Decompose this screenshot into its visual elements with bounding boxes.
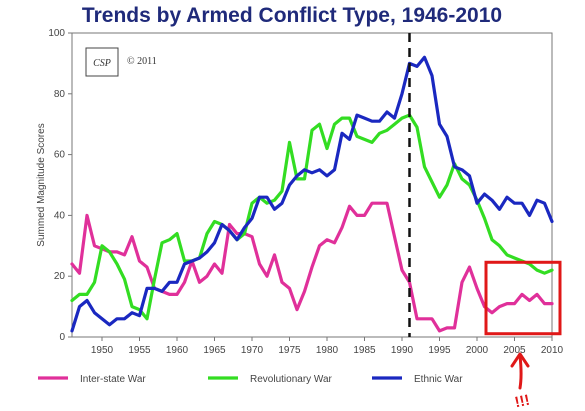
x-tick-label: 1980	[316, 345, 339, 356]
y-tick-label: 40	[54, 210, 66, 221]
y-tick-label: 20	[54, 271, 66, 282]
y-tick-label: 0	[59, 332, 65, 343]
x-tick-label: 1995	[428, 345, 451, 356]
x-tick-label: 1970	[241, 345, 264, 356]
y-tick-label: 60	[54, 150, 66, 161]
red-arrow-annotation: !!!	[510, 352, 531, 411]
highlight-box	[484, 260, 562, 336]
series-line-ethnic-war	[70, 55, 554, 333]
plot-area	[71, 32, 553, 338]
x-tick-label: 1975	[278, 345, 301, 356]
x-tick-label: 1960	[166, 345, 189, 356]
legend-label: Ethnic War	[414, 374, 463, 385]
arrow-head	[510, 352, 530, 368]
x-tick-label: 2010	[541, 345, 564, 356]
x-tick-label: 2000	[466, 345, 489, 356]
legend-label: Revolutionary War	[250, 374, 333, 385]
y-axis-label: Summed Magnitude Scores	[36, 123, 47, 246]
x-tick-label: 2005	[503, 345, 526, 356]
legend-item: Revolutionary War	[208, 374, 333, 385]
legend-label: Inter-state War	[80, 374, 146, 385]
logo-mark: CSP	[93, 58, 111, 69]
x-tick-label: 1950	[91, 345, 114, 356]
x-tick-label: 1965	[203, 345, 226, 356]
y-tick-label: 80	[54, 89, 66, 100]
y-tick-label: 100	[48, 28, 65, 39]
arrow-exclamations: !!!	[513, 392, 531, 411]
x-tick-label: 1955	[128, 345, 151, 356]
logo-frame	[85, 47, 119, 77]
logo-copyright: © 2011	[127, 56, 157, 67]
x-tick-label: 1990	[391, 345, 414, 356]
legend-item: Inter-state War	[38, 374, 146, 385]
csp-logo: CSP © 2011	[85, 47, 157, 77]
legend-item: Ethnic War	[372, 374, 463, 385]
chart-title: Trends by Armed Conflict Type, 1946-2010	[82, 4, 502, 27]
arrow-shaft	[518, 354, 523, 390]
series-line-inter-state-war	[70, 201, 554, 333]
x-tick-label: 1985	[353, 345, 376, 356]
